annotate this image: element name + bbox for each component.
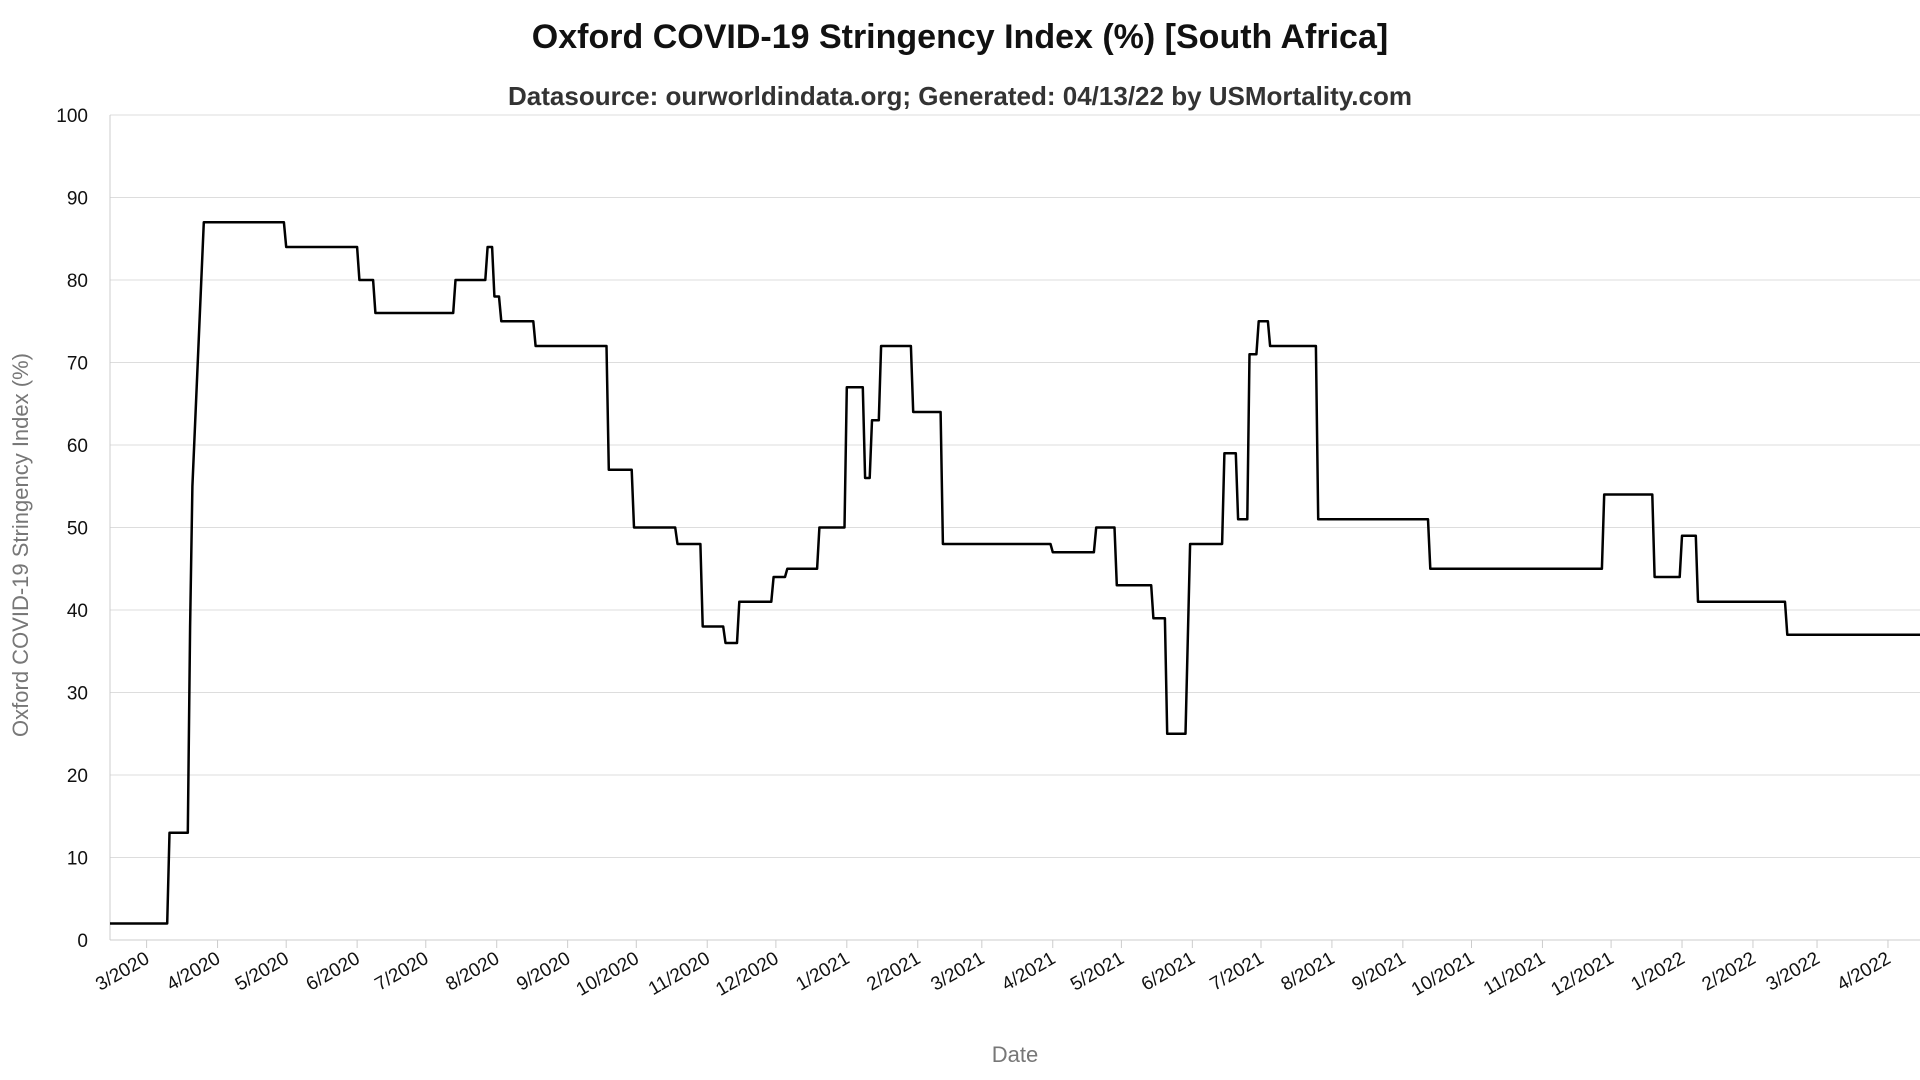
x-tick-label: 4/2021 [998,948,1059,995]
x-tick-label: 12/2021 [1548,948,1618,1001]
x-tick-label: 11/2021 [1480,948,1549,1000]
y-tick-label: 100 [56,106,88,127]
x-tick-label: 12/2020 [712,948,782,1001]
y-tick-label: 60 [67,436,88,457]
tick-labels: 0 10 20 30 40 50 60 70 80 90 100 3/2020 4/2020 5/2020… [56,106,1894,1001]
chart-subtitle: Datasource: ourworldindata.org; Generate… [508,81,1412,111]
chart-title: Oxford COVID-19 Stringency Index (%) [So… [532,18,1388,56]
x-tick-label: 3/2022 [1763,948,1824,995]
x-tick-label: 5/2021 [1067,948,1128,995]
x-tick-label: 9/2020 [513,948,574,995]
x-tick-label: 5/2020 [232,948,293,995]
y-tick-label: 0 [77,931,88,952]
x-tick-label: 4/2022 [1834,948,1895,995]
x-tick-label: 6/2021 [1138,948,1199,995]
x-tick-label: 1/2021 [792,948,853,995]
x-tick-label: 2/2022 [1699,948,1760,995]
y-tick-label: 80 [67,271,88,292]
y-tick-label: 90 [67,189,88,210]
x-tick-label: 7/2020 [371,948,432,995]
x-tick-label: 3/2020 [92,948,153,995]
x-tick-label: 4/2020 [163,948,224,995]
y-tick-label: 40 [67,601,88,622]
series-line-stringency [110,221,1920,925]
x-tick-label: 9/2021 [1349,948,1410,995]
axes [109,115,1920,948]
x-tick-label: 8/2021 [1278,948,1339,995]
y-tick-label: 30 [67,684,88,705]
x-tick-label: 11/2020 [645,948,714,1000]
y-tick-label: 20 [67,766,88,787]
x-tick-label: 1/2022 [1628,948,1689,995]
x-tick-label: 10/2021 [1408,948,1478,1001]
series-layer [110,221,1920,925]
y-tick-label: 10 [67,849,88,870]
y-tick-label: 50 [67,519,88,540]
x-tick-label: 6/2020 [303,948,364,995]
x-axis-label: Date [992,1042,1038,1067]
x-tick-label: 7/2021 [1207,948,1268,995]
y-axis-label: Oxford COVID-19 Stringency Index (%) [8,353,33,737]
grid [110,114,1920,941]
x-tick-label: 3/2021 [927,948,988,995]
y-tick-label: 70 [67,354,88,375]
x-tick-label: 2/2021 [863,948,924,995]
x-tick-label: 10/2020 [573,948,643,1001]
x-tick-label: 8/2020 [442,948,503,995]
